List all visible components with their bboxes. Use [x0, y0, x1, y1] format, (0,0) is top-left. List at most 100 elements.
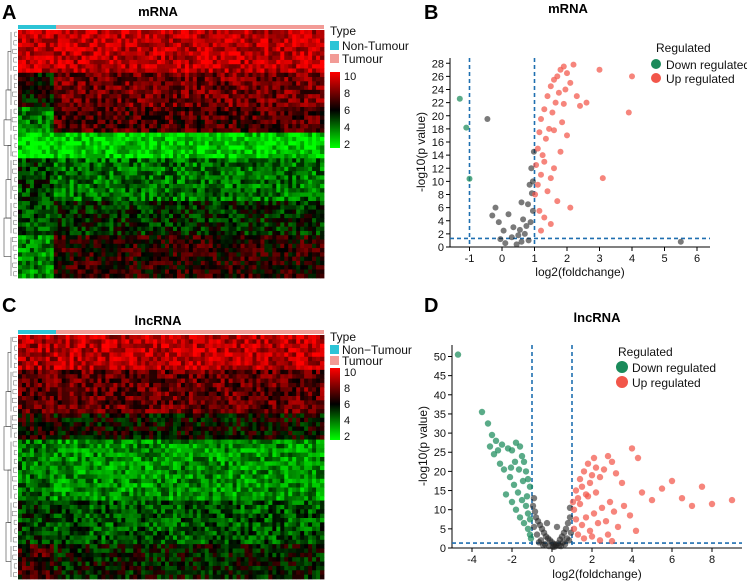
heatmap-cell: [89, 85, 94, 91]
heatmap-cell: [196, 72, 202, 78]
heatmap-cell: [260, 252, 265, 258]
heatmap-cell: [280, 42, 285, 48]
heatmap-cell: [37, 111, 43, 116]
heatmap-cell: [57, 145, 63, 151]
heatmap-cell: [252, 226, 257, 232]
heatmap-cell: [117, 213, 122, 219]
heatmap-cell: [25, 205, 31, 210]
heatmap-cell: [129, 106, 134, 112]
heatmap-cell: [184, 85, 190, 91]
heatmap-cell: [45, 55, 51, 61]
heatmap-cell: [25, 273, 31, 279]
heatmap-cell: [208, 213, 214, 219]
heatmap-cell: [61, 154, 67, 159]
heatmap-cell: [149, 213, 154, 219]
heatmap-cell: [236, 81, 241, 86]
heatmap-cell: [204, 51, 210, 57]
heatmap-cell: [129, 77, 134, 82]
heatmap-cell: [49, 106, 55, 112]
heatmap-cell: [149, 81, 154, 86]
x-tick-label: 0: [499, 253, 505, 265]
heatmap-cell: [292, 265, 297, 270]
heatmap-cell: [145, 335, 150, 340]
heatmap-cell: [29, 205, 35, 210]
heatmap-cell: [85, 239, 90, 245]
heatmap-cell: [153, 132, 158, 138]
dendrogram-branch: [13, 57, 17, 63]
heatmap-cell: [149, 179, 154, 185]
heatmap-cell: [216, 179, 222, 185]
heatmap-cell: [37, 239, 43, 245]
heatmap-cell: [105, 68, 110, 74]
heatmap-cell: [224, 158, 230, 163]
heatmap-cell: [288, 106, 293, 112]
heatmap-cell: [320, 171, 325, 176]
heatmap-cell: [216, 196, 222, 202]
heatmap-cell: [101, 77, 106, 82]
heatmap-cell: [268, 124, 273, 129]
heatmap-cell: [312, 343, 317, 349]
heatmap-cell: [244, 226, 249, 232]
heatmap-cell: [276, 47, 281, 52]
y-tick-label: 22: [432, 98, 444, 110]
heatmap-cell: [129, 213, 134, 219]
heatmap-cell: [153, 179, 158, 185]
heatmap-cell: [240, 111, 245, 116]
heatmap-cell: [113, 42, 118, 48]
heatmap-cell: [93, 335, 98, 340]
heatmap-cell: [125, 30, 130, 35]
heatmap-cell: [105, 222, 110, 228]
heatmap-cell: [268, 162, 273, 168]
heatmap-cell: [200, 68, 206, 74]
heatmap-cell: [236, 201, 241, 206]
heatmap-cell: [121, 248, 126, 253]
heatmap-cell: [244, 68, 249, 74]
heatmap-cell: [200, 239, 206, 245]
heatmap-cell: [176, 335, 182, 340]
heatmap-cell: [41, 339, 47, 345]
heatmap-cell: [268, 34, 273, 39]
heatmap-cell: [288, 34, 293, 39]
heatmap-cell: [161, 201, 166, 206]
heatmap-cell: [300, 166, 305, 172]
heatmap-cell: [77, 162, 82, 168]
heatmap-cell: [276, 132, 281, 138]
heatmap-cell: [113, 196, 118, 202]
heatmap-cell: [180, 239, 186, 245]
heatmap-cell: [248, 226, 253, 232]
heatmap-cell: [133, 47, 138, 52]
heatmap-cell: [157, 34, 162, 39]
heatmap-cell: [252, 183, 257, 189]
heatmap-cell: [172, 68, 178, 74]
heatmap-cell: [188, 149, 194, 155]
heatmap-cell: [101, 343, 106, 349]
heatmap-cell: [97, 72, 102, 78]
heatmap-cell: [97, 209, 102, 215]
data-point: [554, 73, 561, 80]
dendrogram-branch: [14, 194, 17, 200]
heatmap-cell: [49, 192, 55, 198]
heatmap-cell: [29, 175, 35, 181]
heatmap-cell: [292, 188, 297, 193]
heatmap-cell: [141, 226, 146, 232]
heatmap-cell: [37, 94, 43, 99]
heatmap-cell: [113, 166, 118, 172]
heatmap-cell: [264, 42, 269, 48]
heatmap-cell: [248, 235, 253, 240]
heatmap-cell: [97, 226, 102, 232]
heatmap-cell: [45, 171, 51, 176]
heatmap-cell: [69, 335, 75, 340]
heatmap-cell: [145, 136, 150, 142]
heatmap-cell: [320, 55, 325, 61]
heatmap-cell: [176, 59, 182, 65]
heatmap-cell: [220, 34, 226, 39]
heatmap-cell: [184, 196, 190, 202]
heatmap-cell: [184, 166, 190, 172]
heatmap-cell: [105, 102, 110, 108]
heatmap-cell: [137, 106, 142, 112]
heatmap-cell: [228, 115, 233, 121]
heatmap-cell: [308, 98, 313, 104]
heatmap-cell: [81, 85, 86, 91]
heatmap-cell: [188, 42, 194, 48]
heatmap-cell: [228, 175, 233, 181]
